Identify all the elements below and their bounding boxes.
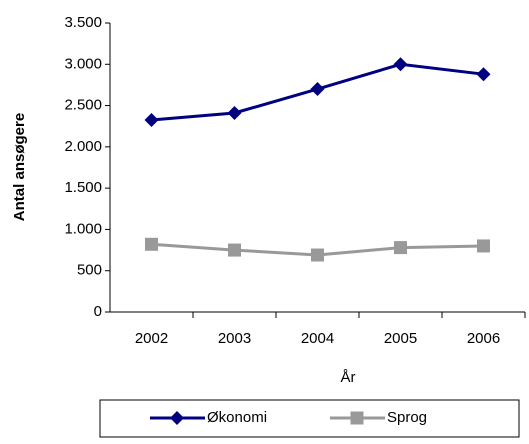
x-tick-label: 2003 bbox=[218, 330, 251, 347]
point bbox=[310, 82, 325, 97]
point bbox=[476, 67, 491, 82]
point bbox=[477, 239, 490, 253]
point bbox=[350, 411, 364, 425]
y-tick-label: 3.500 bbox=[64, 14, 102, 31]
legend-label: Sprog bbox=[387, 409, 427, 426]
x-axis-label: År bbox=[341, 369, 356, 386]
point bbox=[394, 241, 407, 255]
point bbox=[144, 113, 159, 128]
legend-label: Økonomi bbox=[207, 409, 267, 426]
y-axis-label: Antal ansøgere bbox=[11, 113, 28, 221]
x-tick-label: 2004 bbox=[301, 330, 334, 347]
y-tick-label: 1.000 bbox=[64, 220, 102, 237]
y-tick-label: 2.000 bbox=[64, 138, 102, 155]
y-tick-label: 1.500 bbox=[64, 179, 102, 196]
x-tick-label: 2002 bbox=[135, 330, 168, 347]
y-tick-label: 3.000 bbox=[64, 55, 102, 72]
x-tick-label: 2006 bbox=[467, 330, 500, 347]
y-tick-label: 2.500 bbox=[64, 97, 102, 114]
point bbox=[170, 411, 184, 425]
point bbox=[227, 106, 242, 121]
point bbox=[228, 243, 241, 257]
y-tick-label: 500 bbox=[77, 262, 102, 279]
y-tick-label: 0 bbox=[94, 303, 102, 320]
point bbox=[393, 57, 408, 72]
point bbox=[311, 248, 324, 262]
point bbox=[145, 237, 158, 251]
x-tick-label: 2005 bbox=[384, 330, 417, 347]
